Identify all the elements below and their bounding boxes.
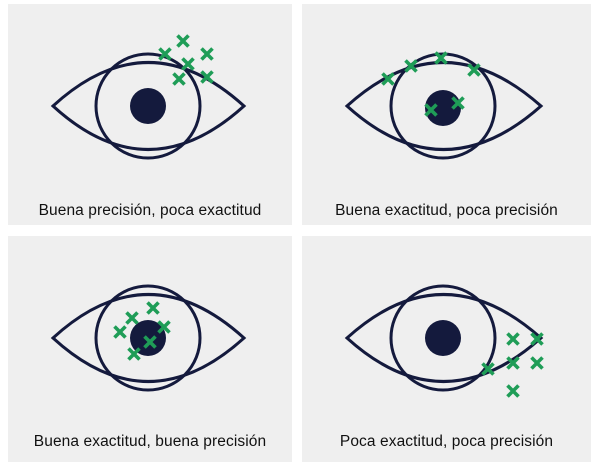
panel-caption: Poca exactitud, poca precisión [339,433,554,450]
panel-caption: Buena precisión, poca exactitud [38,202,262,219]
x-mark-icon [506,332,520,346]
x-mark-icon [506,384,520,398]
panel-good-accuracy-low-precision: Buena exactitud, poca precisión [302,4,591,225]
x-mark-icon [434,51,448,65]
x-mark-icon [467,63,481,77]
x-mark-icon [127,347,141,361]
pupil [425,320,461,356]
x-mark-icon [200,47,214,61]
x-mark-icon [181,57,195,71]
marks-group [481,332,544,398]
marks-group [158,34,214,86]
panel-caption: Buena exactitud, poca precisión [335,202,558,219]
eye-diagram [50,34,247,160]
x-mark-icon [113,325,127,339]
x-mark-icon [424,103,438,117]
panel-caption: Buena exactitud, buena precisión [33,433,267,450]
panel-good-precision-low-accuracy: Buena precisión, poca exactitud [8,4,292,225]
panel-low-accuracy-low-precision: Poca exactitud, poca precisión [302,236,591,462]
x-mark-icon [158,47,172,61]
x-mark-icon [157,320,171,334]
x-mark-icon [200,70,214,84]
x-mark-icon [381,72,395,86]
iris-circle [389,284,497,392]
eye-diagram [50,284,247,392]
x-mark-icon [404,59,418,73]
x-mark-icon [125,311,139,325]
x-mark-icon [172,72,186,86]
panel-good-accuracy-good-precision: Buena exactitud, buena precisión [8,236,292,462]
x-mark-icon [530,356,544,370]
x-mark-icon [506,356,520,370]
x-mark-icon [451,96,465,110]
marks-group [381,51,481,117]
eye-diagram [344,284,544,398]
iris-circle [94,52,202,160]
x-mark-icon [530,332,544,346]
x-mark-icon [176,34,190,48]
marks-group [113,301,171,361]
iris-circle [94,284,202,392]
x-mark-icon [146,301,160,315]
eye-diagram [344,51,544,160]
x-mark-icon [481,362,495,376]
pupil [130,88,166,124]
x-mark-icon [143,335,157,349]
